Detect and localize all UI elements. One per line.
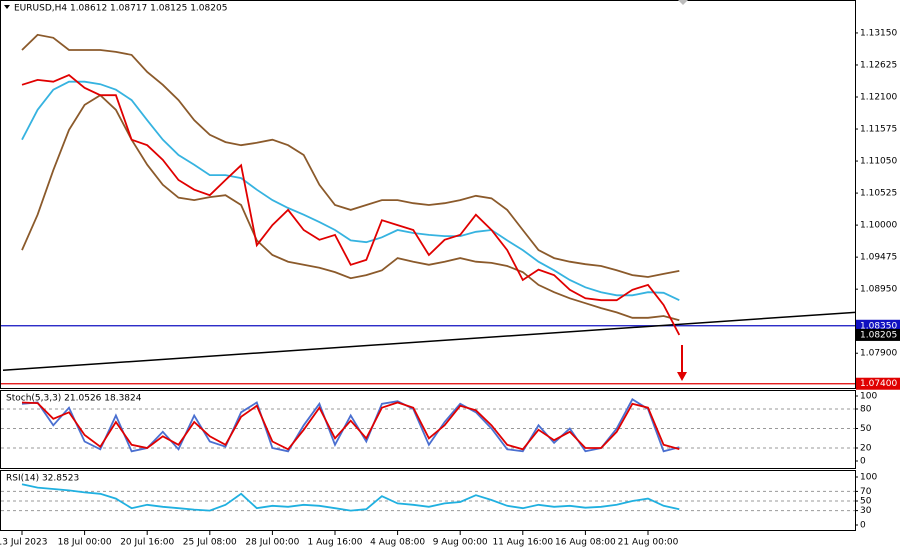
level-box: [856, 377, 900, 390]
y-tick-label: 1.07900: [860, 349, 897, 359]
y-tick-label: 1.13150: [860, 28, 897, 38]
x-tick-label: 4 Aug 08:00: [370, 538, 425, 548]
y-tick-label: 1.12100: [860, 93, 897, 103]
y-tick-label: 80: [860, 405, 872, 415]
series-line: [21, 80, 680, 302]
x-tick-label: 1 Aug 16:00: [308, 538, 363, 548]
x-tick-label: 28 Jul 00:00: [245, 538, 299, 548]
y-tick-label: 1.11050: [860, 157, 897, 167]
y-tick-label: 1.09475: [860, 253, 897, 263]
x-tick-label: 16 Aug 08:00: [555, 538, 616, 548]
x-tick-label: 11 Aug 16:00: [492, 538, 553, 548]
y-tick-label: 1.12625: [860, 60, 897, 70]
y-tick-label: 50: [860, 497, 872, 507]
series-line: [21, 73, 681, 336]
trendline: [2, 311, 856, 372]
y-tick-label: 30: [860, 506, 872, 516]
y-tick-label: 0: [860, 521, 866, 531]
arrow: [677, 345, 687, 381]
y-tick-label: 20: [860, 444, 872, 454]
stoch-title: Stoch(5,3,3) 21.0526 18.3824: [6, 394, 142, 404]
y-tick-label: 70: [860, 487, 872, 497]
y-tick-label: 100: [860, 392, 877, 402]
level-box: [856, 328, 900, 341]
y-tick-label: 1.11575: [860, 125, 897, 135]
level-label: 1.08205: [860, 330, 897, 340]
series-line: [21, 33, 680, 278]
x-tick-label: 9 Aug 00:00: [433, 538, 488, 548]
y-tick-label: 50: [860, 424, 872, 434]
series-line: [21, 398, 680, 453]
y-tick-label: 100: [860, 473, 877, 483]
level-label: 1.08350: [860, 321, 897, 331]
level-box: [856, 319, 900, 332]
series-line: [21, 401, 680, 451]
y-tick-label: 1.08950: [860, 285, 897, 295]
price-panel: [0, 0, 856, 389]
stoch-panel: [0, 390, 856, 469]
rsi-title: RSI(14) 32.8523: [6, 474, 79, 484]
level-label: 1.07400: [860, 379, 897, 389]
x-tick-label: 18 Jul 00:00: [58, 538, 112, 548]
x-tick-label: 21 Aug 00:00: [618, 538, 679, 548]
shift-marker: [678, 0, 688, 5]
x-tick-label: 20 Jul 16:00: [120, 538, 174, 548]
collapse-icon[interactable]: [4, 5, 10, 9]
y-tick-label: 0: [860, 457, 866, 467]
y-tick-label: 1.10000: [860, 221, 897, 231]
chart-title: EURUSD,H4 1.08612 1.08717 1.08125 1.0820…: [14, 4, 227, 14]
x-tick-label: 13 Jul 2023: [0, 538, 47, 548]
series-line: [21, 483, 680, 512]
x-tick-label: 25 Jul 08:00: [183, 538, 237, 548]
y-tick-label: 1.10525: [860, 189, 897, 199]
